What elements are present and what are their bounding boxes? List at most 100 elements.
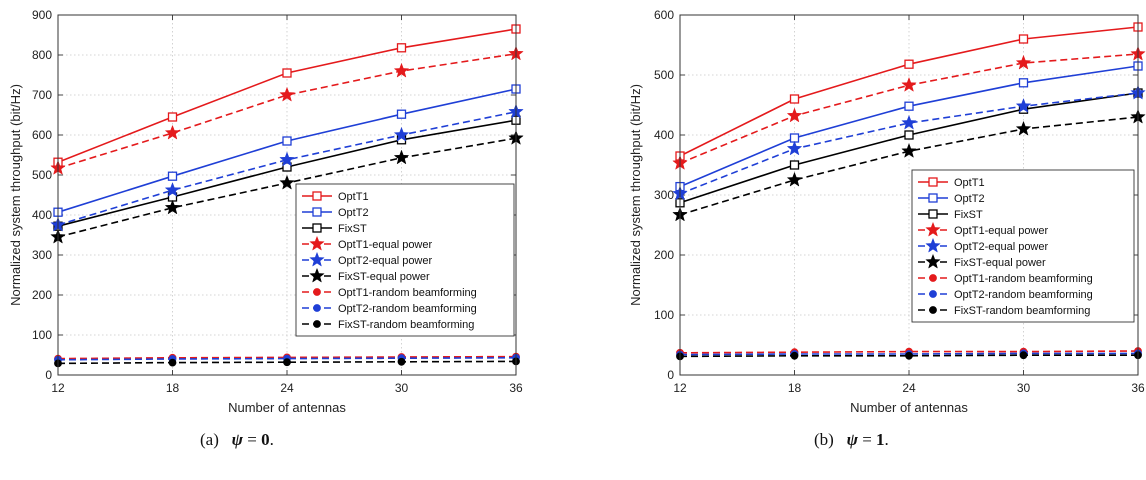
series-line (679, 92, 1139, 195)
data-point (925, 253, 941, 269)
data-point (167, 171, 178, 181)
data-point (313, 288, 321, 296)
data-point (309, 267, 325, 283)
data-point (789, 160, 800, 170)
legend-label: OptT2 (954, 193, 985, 205)
data-point (164, 124, 181, 140)
data-point (928, 177, 938, 187)
data-point (786, 140, 803, 156)
legend-item: OptT2 (302, 207, 369, 219)
data-point (396, 43, 407, 53)
data-point (929, 290, 937, 298)
legend-item: FixST-equal power (302, 267, 430, 283)
legend-label: OptT2-equal power (954, 241, 1048, 253)
legend-label: FixST-equal power (954, 257, 1046, 269)
legend-item: OptT2-equal power (302, 251, 432, 267)
data-point (309, 251, 325, 267)
data-point (928, 193, 938, 203)
legend-label: OptT1 (338, 191, 369, 203)
legend-item: OptT1-equal power (918, 221, 1048, 237)
legend-label: FixST-random beamforming (954, 305, 1090, 317)
y-tick-label: 200 (32, 288, 52, 302)
legend-label: OptT2-random beamforming (954, 289, 1093, 301)
y-tick-label: 300 (32, 248, 52, 262)
legend-label: FixST (954, 209, 983, 221)
data-point (901, 114, 917, 130)
data-point (396, 109, 407, 119)
data-point (925, 221, 941, 237)
y-tick-label: 700 (32, 88, 52, 102)
y-tick-label: 400 (32, 208, 52, 222)
data-point (901, 76, 917, 92)
data-point (283, 358, 291, 367)
data-point (1018, 34, 1029, 44)
x-tick-label: 12 (51, 381, 65, 395)
caption-value: 1 (876, 430, 885, 449)
x-tick-label: 30 (1017, 381, 1031, 395)
x-tick-label: 24 (280, 381, 294, 395)
legend: OptT1 OptT2 FixST OptT1-equal power OptT2-eq… (911, 169, 1135, 323)
legend-label: FixST (338, 223, 367, 235)
y-tick-label: 300 (654, 188, 674, 202)
data-point (397, 357, 406, 366)
x-tick-label: 12 (673, 381, 687, 395)
legend-label: FixST-equal power (338, 271, 430, 283)
legend-label: OptT1-equal power (954, 225, 1048, 237)
data-point (312, 223, 322, 233)
y-tick-label: 800 (32, 48, 52, 62)
y-tick-label: 100 (32, 328, 52, 342)
legend-label: OptT2 (338, 207, 369, 219)
legend-item: FixST-equal power (918, 253, 1046, 269)
legend-item: OptT1 (918, 177, 985, 189)
data-point (904, 130, 914, 140)
caption-tag: (b) (814, 430, 834, 449)
data-point (393, 149, 410, 165)
legend-item: OptT1-random beamforming (918, 273, 1093, 285)
data-point (312, 191, 322, 201)
data-point (904, 59, 914, 69)
x-tick-label: 36 (509, 381, 523, 395)
data-point (279, 151, 295, 167)
chart-b: 12 18 24 30 36 0 100 200 300 400 500 600 Number of a… (628, 8, 1146, 415)
data-point (168, 358, 177, 367)
axes: 12 18 24 30 36 0 100 200 300 400 500 600 700 800 900 (32, 8, 523, 395)
data-point (1015, 120, 1032, 136)
x-axis-label: Number of antennas (228, 400, 346, 415)
y-tick-label: 500 (654, 68, 674, 82)
legend-item: OptT2-random beamforming (918, 289, 1093, 301)
caption-symbol: ψ (846, 430, 858, 449)
data-point (313, 320, 321, 328)
data-point (167, 112, 178, 122)
caption-tag: (a) (200, 430, 219, 449)
data-point (393, 126, 410, 142)
x-tick-label: 18 (166, 381, 180, 395)
legend-item: FixST (302, 223, 367, 235)
data-point (1018, 78, 1029, 88)
x-axis-label: Number of antennas (850, 400, 968, 415)
chart-a: 12 18 24 30 36 0 100 200 300 400 500 600 700 800 900 Nu… (8, 8, 524, 415)
legend-item: FixST (918, 209, 983, 221)
legend-item: OptT1-random beamforming (302, 287, 477, 299)
data-point (786, 171, 803, 187)
data-point (282, 136, 292, 146)
axes: 12 18 24 30 36 0 100 200 300 400 500 600 (654, 8, 1145, 395)
legend-box (911, 169, 1135, 323)
caption-period: . (269, 430, 274, 449)
plot-frame (57, 14, 517, 376)
data-point (282, 68, 292, 78)
data-point (1019, 351, 1028, 360)
data-point (164, 181, 181, 197)
data-point (279, 174, 295, 190)
data-point (786, 107, 803, 123)
data-point (1015, 54, 1032, 70)
legend-label: OptT1 (954, 177, 985, 189)
x-tick-label: 24 (902, 381, 916, 395)
legend-label: OptT2-random beamforming (338, 303, 477, 315)
data-point (929, 306, 937, 314)
y-tick-label: 200 (654, 248, 674, 262)
data-point (789, 94, 800, 104)
y-tick-label: 0 (45, 368, 52, 382)
x-tick-label: 36 (1131, 381, 1145, 395)
data-point (279, 86, 295, 102)
x-tick-label: 30 (395, 381, 409, 395)
